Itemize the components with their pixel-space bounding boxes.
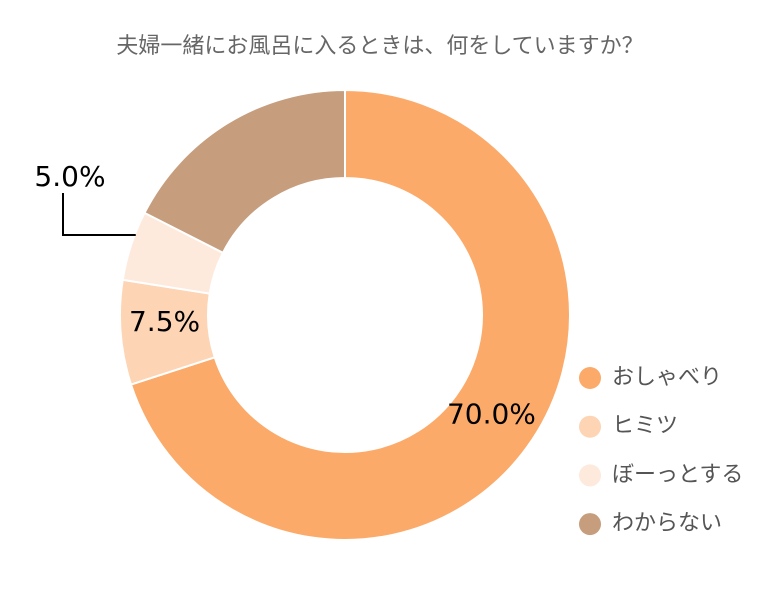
legend-marker: [579, 513, 601, 536]
legend-label: ヒミツ: [612, 414, 678, 439]
leader-line: [62, 193, 136, 237]
legend-marker: [579, 464, 601, 487]
data-label: 70.0%: [447, 397, 536, 430]
donut-slice: [143, 88, 346, 255]
donut-slice: [129, 88, 571, 541]
data-label: 7.5%: [129, 305, 200, 338]
data-label: 5.0%: [34, 160, 105, 193]
legend-label: ぼーっとする: [612, 462, 743, 487]
legend-marker: [579, 415, 601, 438]
legend-marker: [579, 367, 601, 389]
legend-label: わからない: [612, 511, 722, 536]
chart-title: 夫婦一緒にお風呂に入るときは、何をしていますか？: [116, 34, 643, 59]
legend-label: おしゃべり: [612, 365, 722, 390]
